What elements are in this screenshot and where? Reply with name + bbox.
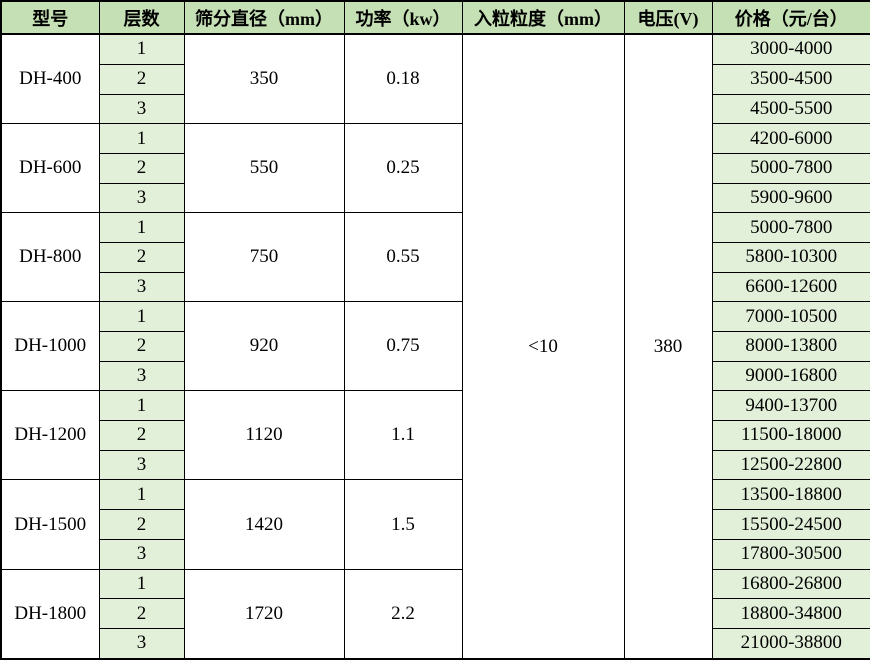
table-row: DH-1000 1 920 0.75 7000-10500 xyxy=(0,301,870,392)
price-cell: 3000-4000 xyxy=(711,33,870,65)
power-cell: 1.1 xyxy=(343,390,463,481)
model-cell: DH-1000 xyxy=(0,301,100,392)
layer-cell: 1 xyxy=(98,33,185,65)
diameter-cell: 350 xyxy=(183,33,345,125)
price-cell: 11500-18000 xyxy=(711,420,870,451)
layer-cell: 2 xyxy=(98,509,185,540)
column-header-price: 价格（元/台） xyxy=(711,0,870,35)
column-header-voltage: 电压(V) xyxy=(623,0,713,35)
table-row: DH-600 1 550 0.25 4200-6000 xyxy=(0,123,870,214)
layer-cell: 1 xyxy=(98,390,185,422)
price-cell: 4200-6000 xyxy=(711,123,870,154)
table-row: DH-1200 1 1120 1.1 9400-13700 xyxy=(0,390,870,481)
layer-cell: 2 xyxy=(98,241,185,273)
layer-cell: 2 xyxy=(98,63,185,95)
price-cell: 13500-18800 xyxy=(711,479,870,511)
model-cell: DH-1500 xyxy=(0,479,100,570)
power-cell: 0.18 xyxy=(343,33,463,125)
table-row: DH-800 1 750 0.55 5000-7800 xyxy=(0,212,870,303)
diameter-cell: 550 xyxy=(183,123,345,214)
column-header-layers: 层数 xyxy=(98,0,185,35)
layer-cell: 3 xyxy=(98,538,185,570)
price-cell: 8000-13800 xyxy=(711,331,870,362)
model-cell: DH-400 xyxy=(0,33,100,125)
layer-cell: 1 xyxy=(98,212,185,243)
model-cell: DH-800 xyxy=(0,212,100,303)
power-cell: 0.75 xyxy=(343,301,463,392)
table-row: 3 5900-9600 xyxy=(1,182,870,214)
price-cell: 16800-26800 xyxy=(711,568,870,600)
table-row: DH-1500 1 1420 1.5 13500-18800 xyxy=(0,479,870,570)
voltage-cell: 380 xyxy=(623,33,713,660)
table-row: DH-400 1 350 0.18 <10 380 3000-4000 xyxy=(0,33,870,660)
power-cell: 1.5 xyxy=(343,479,463,570)
column-header-particle-size: 入粒粒度（mm） xyxy=(461,0,625,35)
table-row: 2 8000-13800 xyxy=(1,331,870,362)
power-cell: 0.25 xyxy=(343,123,463,214)
price-cell: 5800-10300 xyxy=(711,241,870,273)
price-cell: 7000-10500 xyxy=(711,301,870,333)
layer-cell: 1 xyxy=(98,123,185,154)
layer-cell: 2 xyxy=(98,331,185,362)
model-cell: DH-1200 xyxy=(0,390,100,481)
diameter-cell: 1420 xyxy=(183,479,345,570)
layer-cell: 3 xyxy=(98,271,185,303)
table-row: 2 11500-18000 xyxy=(1,420,870,451)
table-row: DH-1800 1 1720 2.2 16800-26800 xyxy=(0,568,870,660)
power-cell: 0.55 xyxy=(343,212,463,303)
price-cell: 4500-5500 xyxy=(711,93,870,125)
table-row: 3 21000-38800 xyxy=(1,627,870,660)
model-cell: DH-1800 xyxy=(0,568,100,660)
layer-cell: 2 xyxy=(98,420,185,451)
table-row: 2 18800-34800 xyxy=(1,598,870,629)
price-cell: 15500-24500 xyxy=(711,509,870,540)
particle-size-cell: <10 xyxy=(461,33,625,660)
table-row: 2 5800-10300 xyxy=(1,241,870,273)
price-cell: 21000-38800 xyxy=(711,627,870,660)
table-row: 3 12500-22800 xyxy=(1,449,870,481)
layer-cell: 3 xyxy=(98,93,185,125)
diameter-cell: 920 xyxy=(183,301,345,392)
table-row: 3 6600-12600 xyxy=(1,271,870,303)
price-cell: 9000-16800 xyxy=(711,360,870,392)
price-cell: 5900-9600 xyxy=(711,182,870,214)
price-cell: 9400-13700 xyxy=(711,390,870,422)
table-row: 2 15500-24500 xyxy=(1,509,870,540)
layer-cell: 3 xyxy=(98,182,185,214)
diameter-cell: 750 xyxy=(183,212,345,303)
table-row: 3 4500-5500 xyxy=(1,93,870,125)
diameter-cell: 1720 xyxy=(183,568,345,660)
table-row: 3 17800-30500 xyxy=(1,538,870,570)
column-header-power: 功率（kw） xyxy=(343,0,463,35)
power-cell: 2.2 xyxy=(343,568,463,660)
price-cell: 5000-7800 xyxy=(711,212,870,243)
column-header-model: 型号 xyxy=(0,0,100,35)
price-cell: 6600-12600 xyxy=(711,271,870,303)
layer-cell: 2 xyxy=(98,152,185,184)
price-cell: 17800-30500 xyxy=(711,538,870,570)
price-cell: 12500-22800 xyxy=(711,449,870,481)
layer-cell: 3 xyxy=(98,360,185,392)
layer-cell: 1 xyxy=(98,301,185,333)
layer-cell: 3 xyxy=(98,627,185,660)
layer-cell: 2 xyxy=(98,598,185,629)
layer-cell: 1 xyxy=(98,479,185,511)
price-cell: 5000-7800 xyxy=(711,152,870,184)
model-cell: DH-600 xyxy=(0,123,100,214)
price-cell: 18800-34800 xyxy=(711,598,870,629)
column-header-diameter: 筛分直径（mm） xyxy=(183,0,345,35)
table-row: 2 5000-7800 xyxy=(1,152,870,184)
table-row: 3 9000-16800 xyxy=(1,360,870,392)
diameter-cell: 1120 xyxy=(183,390,345,481)
layer-cell: 1 xyxy=(98,568,185,600)
header-row: 型号 层数 筛分直径（mm） 功率（kw） 入粒粒度（mm） 电压(V) 价格（… xyxy=(0,0,870,35)
price-cell: 3500-4500 xyxy=(711,63,870,95)
layer-cell: 3 xyxy=(98,449,185,481)
